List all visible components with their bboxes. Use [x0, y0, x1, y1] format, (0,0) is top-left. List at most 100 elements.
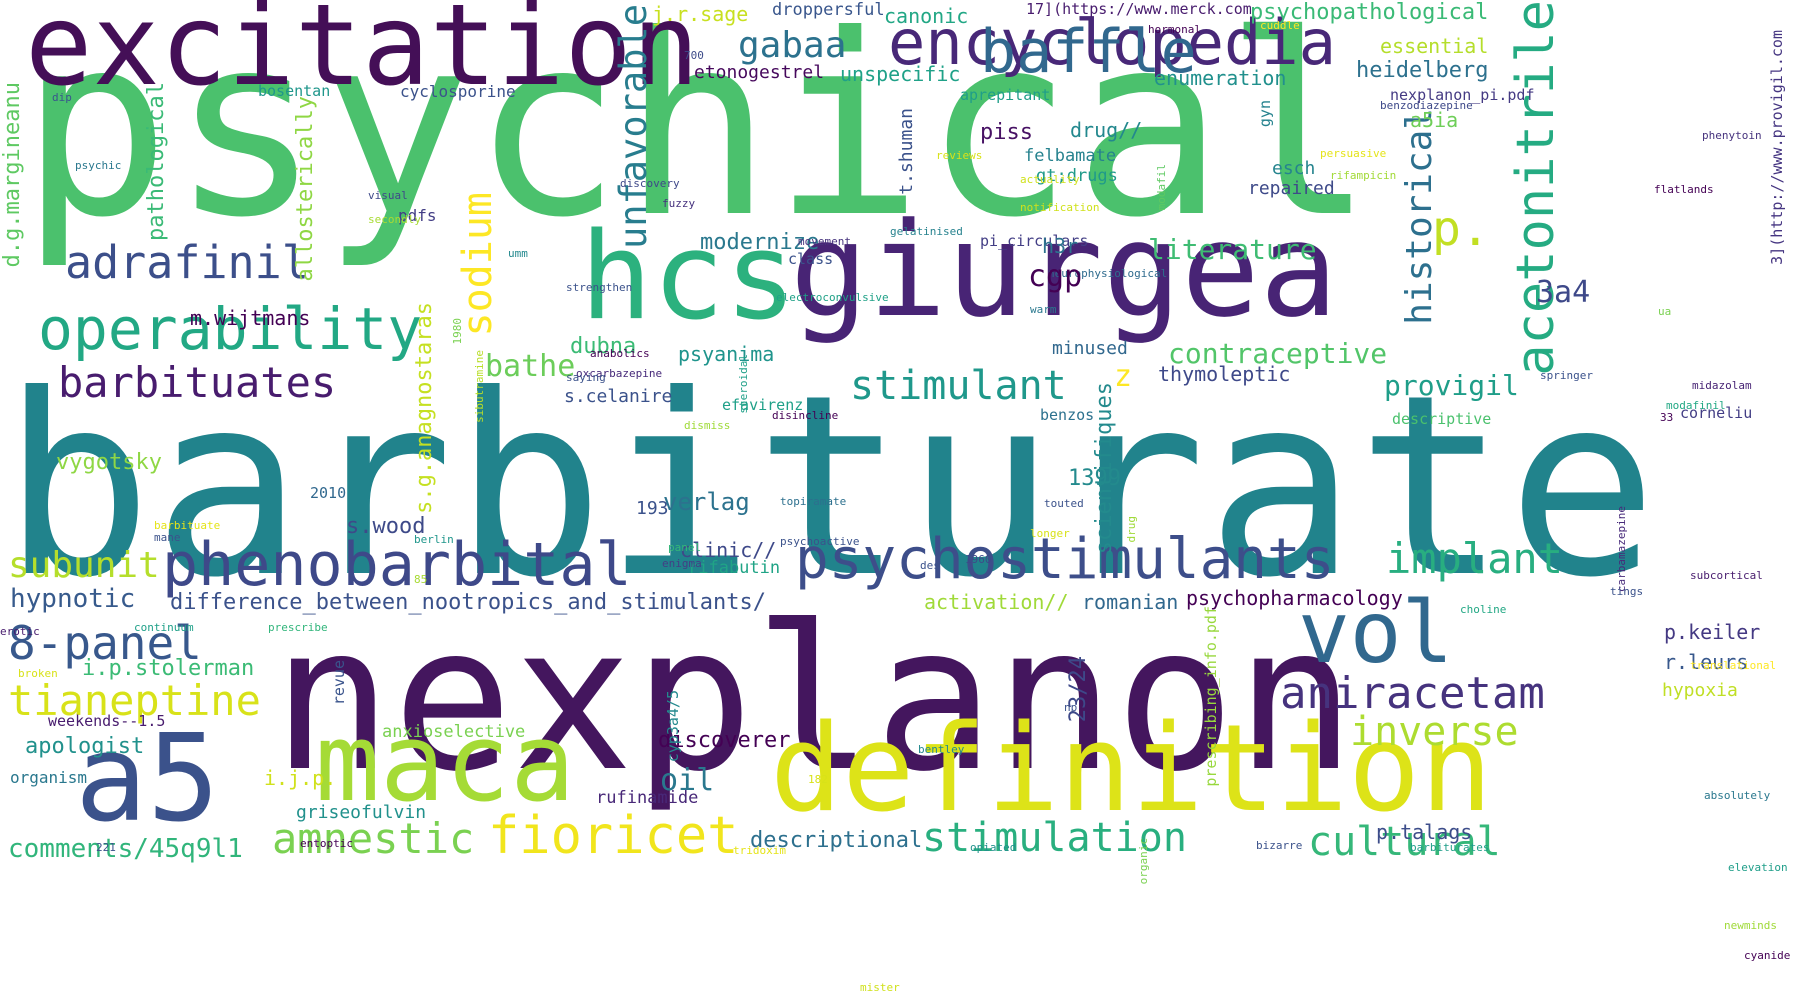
word: cyp3a4/5 — [664, 690, 682, 763]
word: dip — [52, 91, 72, 104]
word: touted — [1044, 497, 1084, 510]
word: choline — [1460, 603, 1507, 616]
word: dismiss — [684, 419, 731, 432]
word: j.r.sage — [652, 2, 749, 26]
word: springer — [1540, 369, 1593, 382]
word: activation// — [924, 590, 1069, 614]
word: phenytoin — [1702, 129, 1762, 142]
word: 8-panel — [8, 616, 202, 670]
word: saying — [566, 371, 606, 384]
word: disincline — [772, 409, 839, 422]
word: drug — [1125, 516, 1138, 543]
word: adrafinil — [65, 236, 309, 289]
word: p.talags — [1376, 820, 1473, 844]
word: etonogestrel — [694, 62, 825, 83]
word: subcortical — [1690, 569, 1763, 582]
word: des — [920, 559, 940, 572]
word: acetonitrile — [1506, 0, 1566, 376]
word: translational — [1690, 659, 1777, 672]
word: gt;drugs — [1036, 166, 1118, 186]
word: 1980 — [451, 318, 464, 345]
word: hypoxia — [1662, 680, 1738, 701]
word: absolutely — [1704, 789, 1771, 802]
word: romanian — [1082, 590, 1179, 614]
word: drug// — [1070, 118, 1143, 142]
word: essential — [1380, 34, 1489, 58]
word: modafinil — [1666, 399, 1726, 412]
word: class — [788, 250, 834, 268]
word: enigma — [662, 557, 702, 570]
word: implant — [1386, 534, 1564, 583]
word: hcs — [580, 208, 797, 347]
word: esch — [1272, 158, 1316, 179]
word: operability — [38, 295, 423, 363]
word: repaired — [1248, 178, 1335, 199]
word: benzos — [1040, 406, 1095, 424]
word: a5ia — [1410, 108, 1459, 132]
word: bosentan — [258, 82, 331, 100]
word: stimulant — [850, 363, 1067, 409]
word: vygotsky — [56, 450, 162, 475]
word: 33 — [1660, 411, 1674, 424]
word: descriptive — [1392, 410, 1492, 428]
word: dubna — [570, 334, 637, 359]
word: newminds — [1724, 919, 1777, 932]
word: oil — [660, 763, 715, 798]
word: barbiturate — [2, 341, 1658, 632]
word: steroidal — [737, 354, 750, 414]
word: ua — [1658, 305, 1672, 318]
word: 1960 — [965, 553, 992, 566]
word: rufinamide — [596, 788, 699, 808]
word: cgp — [1028, 259, 1083, 294]
word: organic — [1137, 838, 1150, 885]
word: broken — [18, 667, 58, 680]
word: verlag — [663, 488, 750, 516]
word: berlin — [414, 533, 454, 546]
word: 221 — [96, 841, 116, 854]
word: psychic — [75, 159, 122, 172]
word: tridoxim — [733, 844, 786, 857]
word: psyanima — [678, 342, 775, 366]
word: descriptional — [750, 828, 923, 853]
word: m.wijtmans — [190, 306, 311, 330]
word: bathe — [485, 349, 576, 384]
word: 1399 — [1068, 466, 1121, 491]
word: entoptic — [300, 837, 353, 850]
word: h3r — [1042, 234, 1079, 258]
word: continuum — [134, 621, 194, 634]
word: s.g.anagnostaras — [412, 302, 437, 514]
word: modernize — [700, 230, 820, 255]
word: heidelberg — [1356, 58, 1489, 83]
word: unfavorable — [612, 4, 655, 250]
word: erotic — [0, 625, 40, 638]
word: p. — [1432, 201, 1490, 257]
word: thymoleptic — [1158, 362, 1291, 386]
word: baffle — [980, 17, 1197, 87]
word: allosterically — [293, 96, 318, 282]
word: definition — [770, 700, 1493, 839]
word: mister — [860, 981, 900, 994]
word: neurophysiological — [1048, 267, 1168, 280]
word: pdfs — [398, 206, 437, 225]
word: secondly — [368, 213, 421, 226]
word: carbamazepine — [1615, 506, 1628, 593]
word: anabolics — [590, 347, 650, 360]
word: nexplanon_pi.pdf — [1390, 86, 1535, 104]
word: z — [1114, 359, 1133, 394]
word: elevation — [1728, 861, 1788, 874]
word: longer — [1030, 527, 1070, 540]
word: barbituate — [154, 519, 221, 532]
word: movement — [798, 235, 851, 248]
word: barbituates — [58, 358, 337, 407]
word: umm — [508, 247, 528, 260]
word: apologist — [25, 734, 145, 759]
word: revue — [330, 660, 348, 706]
word: psychostimulants — [795, 527, 1335, 592]
word: giurgea — [790, 194, 1338, 346]
word: difference_between_nootropics_and_stimul… — [170, 590, 767, 615]
word: gyn — [1256, 100, 1274, 128]
word: maca — [315, 701, 576, 826]
word: psychopharmacology — [1186, 586, 1403, 610]
word: pathological — [144, 82, 169, 241]
word: cyclosporine — [400, 82, 516, 101]
